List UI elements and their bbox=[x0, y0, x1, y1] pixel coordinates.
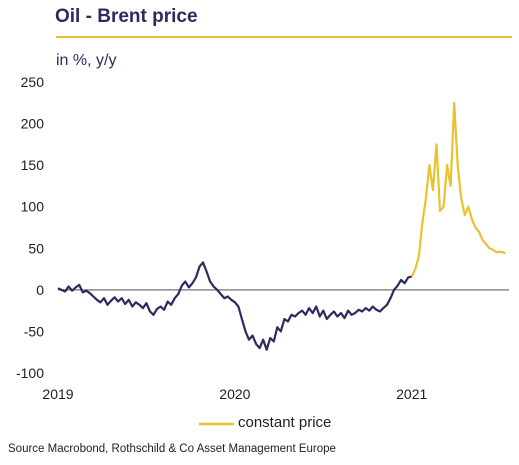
chart-unit-label: in %, y/y bbox=[56, 52, 117, 69]
y-tick-label: 250 bbox=[21, 74, 45, 90]
chart-title: Oil - Brent price bbox=[55, 6, 198, 27]
title-divider bbox=[56, 36, 512, 38]
x-tick-label: 2019 bbox=[42, 386, 73, 402]
x-axis-ticks: 2019 2020 2021 bbox=[42, 386, 427, 402]
y-tick-label: 200 bbox=[21, 116, 45, 132]
x-tick-label: 2020 bbox=[219, 386, 250, 402]
y-tick-label: -100 bbox=[16, 365, 44, 381]
series-line-2021 bbox=[410, 101, 506, 278]
x-tick-label: 2021 bbox=[396, 386, 427, 402]
y-tick-label: 0 bbox=[36, 282, 44, 298]
y-axis-ticks: 250 200 150 100 50 0 -50 -100 bbox=[16, 74, 44, 381]
series-line-pre-2021 bbox=[57, 261, 412, 351]
source-note: Source Macrobond, Rothschild & Co Asset … bbox=[8, 443, 336, 455]
y-tick-label: 100 bbox=[21, 199, 45, 215]
y-tick-label: 150 bbox=[21, 157, 45, 173]
y-tick-label: -50 bbox=[24, 323, 44, 339]
y-tick-label: 50 bbox=[28, 240, 44, 256]
legend-label: constant price bbox=[238, 414, 332, 431]
